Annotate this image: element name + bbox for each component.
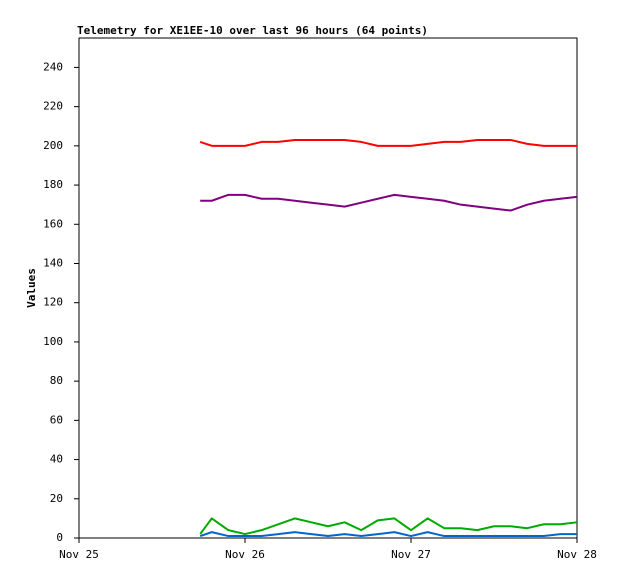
series-line — [199, 517, 578, 536]
y-tick-label: 120 — [43, 296, 63, 309]
x-tick-label: Nov 28 — [557, 548, 597, 561]
series-line — [200, 193, 578, 212]
x-tick-label: Nov 26 — [225, 548, 265, 561]
x-tick-label: Nov 25 — [59, 548, 99, 561]
y-tick-label: 200 — [43, 139, 63, 152]
y-tick-label: 100 — [43, 335, 63, 348]
y-tick-label: 180 — [43, 178, 63, 191]
y-tick-label: 40 — [50, 453, 63, 466]
y-axis-label: Values — [25, 268, 38, 308]
y-tick-label: 240 — [43, 60, 63, 73]
chart-title: Telemetry for XE1EE-10 over last 96 hour… — [77, 24, 428, 37]
y-tick-label: 0 — [56, 531, 63, 544]
x-tick-label: Nov 27 — [391, 548, 431, 561]
series-line — [199, 138, 577, 147]
series-line — [199, 531, 577, 538]
y-tick-label: 20 — [50, 492, 63, 505]
y-tick-label: 60 — [50, 413, 63, 426]
y-tick-label: 140 — [43, 256, 63, 269]
y-tick-label: 80 — [50, 374, 63, 387]
plot-frame — [78, 37, 578, 539]
y-tick-label: 220 — [43, 100, 63, 113]
y-tick-label: 160 — [43, 217, 63, 230]
